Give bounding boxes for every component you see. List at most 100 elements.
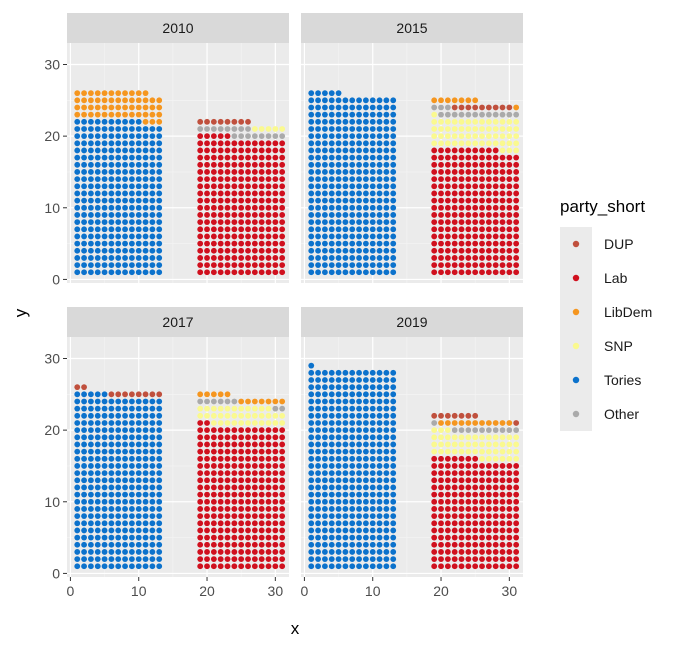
seat-point-tories <box>308 470 315 477</box>
seat-point-libdem <box>238 398 245 405</box>
seat-point-tories <box>101 470 108 477</box>
seat-point-tories <box>135 498 142 505</box>
seat-point-lab <box>231 226 238 233</box>
seat-point-lab <box>472 262 479 268</box>
seat-point-tories <box>81 470 87 477</box>
seat-point-tories <box>122 161 128 168</box>
seat-point-tories <box>81 197 87 204</box>
seat-point-tories <box>335 455 342 462</box>
seat-point-tories <box>383 169 390 175</box>
seat-point-tories <box>342 133 349 140</box>
seat-point-tories <box>88 549 94 555</box>
seat-point-tories <box>94 169 101 175</box>
seat-point-lab <box>204 448 210 455</box>
seat-point-lab <box>217 506 224 512</box>
seat-point-tories <box>156 484 163 491</box>
seat-point-tories <box>142 204 149 211</box>
seat-point-tories <box>115 118 122 125</box>
seat-point-tories <box>315 412 321 419</box>
seat-point-lab <box>245 255 251 261</box>
seat-point-tories <box>356 247 362 254</box>
seat-point-lab <box>513 477 520 484</box>
seat-point-lab <box>224 556 231 562</box>
seat-point-tories <box>362 541 369 548</box>
seat-point-tories <box>81 226 87 233</box>
seat-point-lab <box>458 463 465 469</box>
seat-point-lab <box>217 434 224 441</box>
seat-point-lab <box>506 247 513 254</box>
seat-point-lab <box>444 463 451 469</box>
seat-point-lab <box>245 427 251 434</box>
seat-point-tories <box>390 520 397 527</box>
seat-point-snp <box>444 118 451 125</box>
seat-point-lab <box>231 262 238 268</box>
seat-point-lab <box>492 255 499 261</box>
seat-point-tories <box>383 498 390 505</box>
seat-point-other <box>499 427 506 434</box>
seat-point-tories <box>356 126 362 132</box>
seat-point-lab <box>210 161 217 168</box>
seat-point-tories <box>135 212 142 218</box>
seat-point-tories <box>315 377 321 383</box>
seat-point-lab <box>231 484 238 491</box>
seat-point-tories <box>315 97 321 104</box>
seat-point-tories <box>383 520 390 527</box>
seat-point-tories <box>74 498 81 505</box>
seat-point-tories <box>349 104 356 111</box>
seat-point-dup <box>224 118 231 125</box>
seat-point-tories <box>142 147 149 154</box>
seat-point-lab <box>279 169 286 175</box>
seat-point-tories <box>376 549 383 555</box>
seat-point-tories <box>315 111 321 118</box>
seat-point-lab <box>279 269 286 276</box>
seat-point-lab <box>224 541 231 548</box>
seat-point-tories <box>115 448 122 455</box>
seat-point-tories <box>128 448 135 455</box>
seat-point-tories <box>356 477 362 484</box>
seat-point-tories <box>322 154 328 161</box>
facet-strip-label: 2015 <box>396 20 427 36</box>
seat-point-lab <box>492 240 499 247</box>
seat-point-lab <box>231 434 238 441</box>
seat-point-tories <box>342 527 349 534</box>
seat-point-lab <box>238 513 245 519</box>
seat-point-tories <box>383 197 390 204</box>
seat-point-tories <box>328 147 335 154</box>
seat-point-tories <box>122 506 128 512</box>
seat-point-lab <box>231 147 238 154</box>
seat-point-tories <box>81 549 87 555</box>
seat-point-lab <box>485 204 492 211</box>
seat-point-lab <box>265 563 272 570</box>
seat-point-tories <box>349 434 356 441</box>
seat-point-lab <box>513 506 520 512</box>
seat-point-libdem <box>258 398 265 405</box>
seat-point-tories <box>74 219 81 226</box>
seat-point-lab <box>231 233 238 240</box>
seat-point-tories <box>383 391 390 398</box>
seat-point-lab <box>431 204 438 211</box>
seat-point-tories <box>115 126 122 132</box>
seat-point-snp <box>499 147 506 154</box>
seat-point-lab <box>204 477 210 484</box>
seat-point-lab <box>499 190 506 197</box>
seat-point-lab <box>438 147 444 154</box>
seat-point-lab <box>231 455 238 462</box>
seat-point-lab <box>438 226 444 233</box>
seat-point-tories <box>308 541 315 548</box>
seat-point-tories <box>328 226 335 233</box>
seat-point-tories <box>108 233 115 240</box>
seat-point-lab <box>238 247 245 254</box>
seat-point-tories <box>356 377 362 383</box>
seat-point-tories <box>88 463 94 469</box>
seat-point-tories <box>376 369 383 376</box>
seat-point-snp <box>506 448 513 455</box>
seat-point-snp <box>472 126 479 132</box>
seat-point-tories <box>342 563 349 570</box>
seat-point-lab <box>451 563 458 570</box>
seat-point-lab <box>224 147 231 154</box>
seat-point-lab <box>485 190 492 197</box>
seat-point-tories <box>74 161 81 168</box>
seat-point-lab <box>231 491 238 498</box>
seat-point-lab <box>245 169 251 175</box>
